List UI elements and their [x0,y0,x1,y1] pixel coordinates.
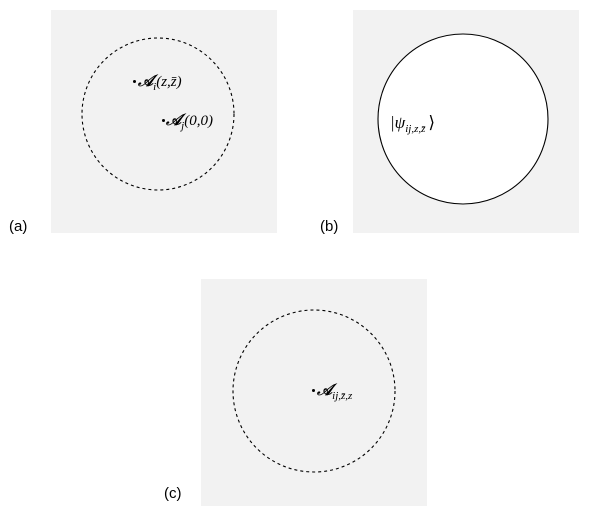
panel-b: |ψij,z,z̄ ⟩ [353,10,579,233]
panel-label-a: (a) [9,218,28,235]
operator-a-j: 𝒜j(0,0) [166,112,213,132]
operator-a-ij: 𝒜ij,z̄,z [317,382,352,402]
operator-symbol: 𝒜 [317,380,333,399]
operator-subscript: ij,z̄,z [332,390,353,402]
operator-point-i [133,80,136,83]
panel-a: 𝒜i(z,z̄) 𝒜j(0,0) [51,10,277,233]
operator-a-i: 𝒜i(z,z̄) [138,73,182,93]
panel-label-c: (c) [164,485,182,502]
panel-c: 𝒜ij,z̄,z [201,279,427,506]
ket-suffix: ⟩ [428,113,436,132]
operator-args: (0,0) [184,113,213,129]
state-ket: |ψij,z,z̄ ⟩ [390,114,435,135]
dashed-circle-a [81,37,235,191]
operator-point-j [162,119,165,122]
operator-args: (z,z̄) [156,74,182,90]
solid-circle-b [377,33,549,205]
ket-prefix: |ψ [390,113,406,132]
operator-subscript: i [153,81,157,93]
dashed-circle-c [232,309,396,473]
panel-label-b: (b) [320,218,339,235]
operator-subscript: j [181,120,185,132]
operator-symbol: 𝒜 [138,71,154,90]
operator-point-ij [312,389,315,392]
ket-subscript: ij,z,z̄ [405,123,426,135]
operator-symbol: 𝒜 [166,110,182,129]
